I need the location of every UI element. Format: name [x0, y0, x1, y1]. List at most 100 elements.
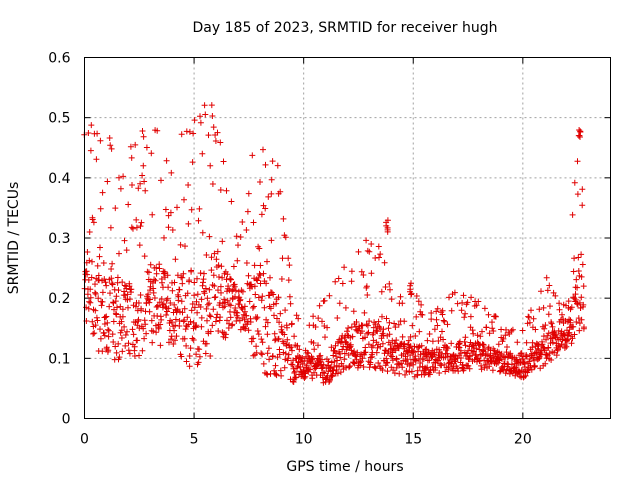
data-point	[202, 285, 209, 292]
data-point	[552, 292, 559, 299]
data-point	[268, 176, 275, 183]
data-point	[324, 324, 331, 331]
data-point	[91, 330, 98, 337]
data-point	[415, 298, 422, 305]
data-point	[431, 326, 438, 333]
data-point	[176, 286, 183, 293]
data-point	[341, 264, 348, 271]
data-point	[476, 346, 483, 353]
data-point	[336, 363, 343, 370]
data-point	[258, 336, 265, 343]
data-point	[444, 321, 451, 328]
data-point	[580, 301, 587, 308]
data-point	[454, 365, 461, 372]
data-point	[119, 279, 126, 286]
data-point	[578, 316, 585, 323]
data-point	[135, 316, 142, 323]
data-point	[120, 173, 127, 180]
data-point	[440, 317, 447, 324]
data-point	[423, 365, 429, 372]
data-point	[156, 265, 163, 272]
data-point	[139, 128, 146, 134]
x-tick-label: 0	[80, 432, 89, 448]
data-point	[409, 322, 416, 329]
data-point	[326, 379, 332, 385]
data-point	[103, 313, 110, 320]
y-tick-label: 0.2	[48, 291, 70, 307]
data-point	[110, 339, 117, 345]
data-point	[208, 102, 215, 109]
data-point	[366, 248, 373, 255]
data-point	[359, 355, 366, 362]
data-point	[351, 348, 358, 355]
data-point	[88, 122, 95, 129]
data-point	[385, 325, 392, 332]
data-point	[251, 283, 258, 290]
data-point	[525, 313, 532, 320]
data-point	[113, 311, 120, 318]
data-point	[370, 342, 376, 349]
data-point	[434, 322, 441, 329]
data-point	[489, 325, 496, 332]
data-point	[362, 334, 368, 341]
data-point	[273, 300, 280, 307]
data-point	[193, 322, 200, 329]
data-point	[396, 370, 403, 377]
data-point	[167, 300, 174, 306]
data-point	[92, 289, 98, 296]
data-point	[406, 344, 413, 351]
data-point	[191, 292, 198, 299]
data-point	[489, 367, 496, 374]
data-point	[468, 294, 475, 301]
data-point	[339, 280, 346, 287]
data-point	[322, 334, 328, 341]
data-point	[466, 365, 473, 372]
data-point	[163, 312, 170, 318]
data-point	[100, 329, 107, 336]
data-point	[154, 302, 161, 309]
data-point	[577, 129, 584, 135]
data-point	[145, 269, 152, 276]
data-point	[133, 224, 140, 231]
data-point	[549, 339, 556, 346]
data-point	[274, 315, 280, 322]
data-point	[523, 339, 530, 346]
data-point	[125, 340, 132, 347]
data-point	[311, 346, 318, 353]
data-point	[126, 283, 133, 290]
data-point	[155, 325, 162, 332]
data-point	[441, 361, 448, 368]
data-point	[158, 296, 165, 302]
data-point	[171, 327, 178, 334]
data-point	[473, 302, 480, 309]
data-point	[144, 268, 151, 275]
y-tick-label: 0.1	[48, 351, 70, 367]
data-point	[244, 318, 251, 325]
data-point	[114, 304, 120, 311]
data-point	[435, 338, 442, 344]
data-point	[195, 359, 202, 366]
data-point	[197, 119, 204, 126]
data-point	[401, 318, 408, 325]
data-point	[418, 342, 425, 349]
data-point	[417, 308, 424, 315]
data-point	[151, 276, 158, 283]
data-point	[575, 254, 582, 261]
data-point	[358, 358, 365, 365]
y-tick-label: 0.4	[48, 171, 70, 187]
data-point	[541, 325, 548, 332]
data-point	[215, 328, 222, 334]
data-point	[118, 327, 125, 334]
data-point	[403, 368, 410, 374]
data-point	[201, 270, 207, 277]
data-point	[171, 301, 178, 308]
data-point	[178, 131, 185, 138]
data-point	[246, 298, 253, 305]
data-point	[384, 226, 391, 233]
data-point	[116, 174, 122, 181]
data-point	[575, 268, 582, 274]
data-point	[384, 359, 391, 366]
data-point	[134, 337, 141, 344]
data-point	[439, 311, 446, 318]
data-point	[329, 373, 335, 380]
